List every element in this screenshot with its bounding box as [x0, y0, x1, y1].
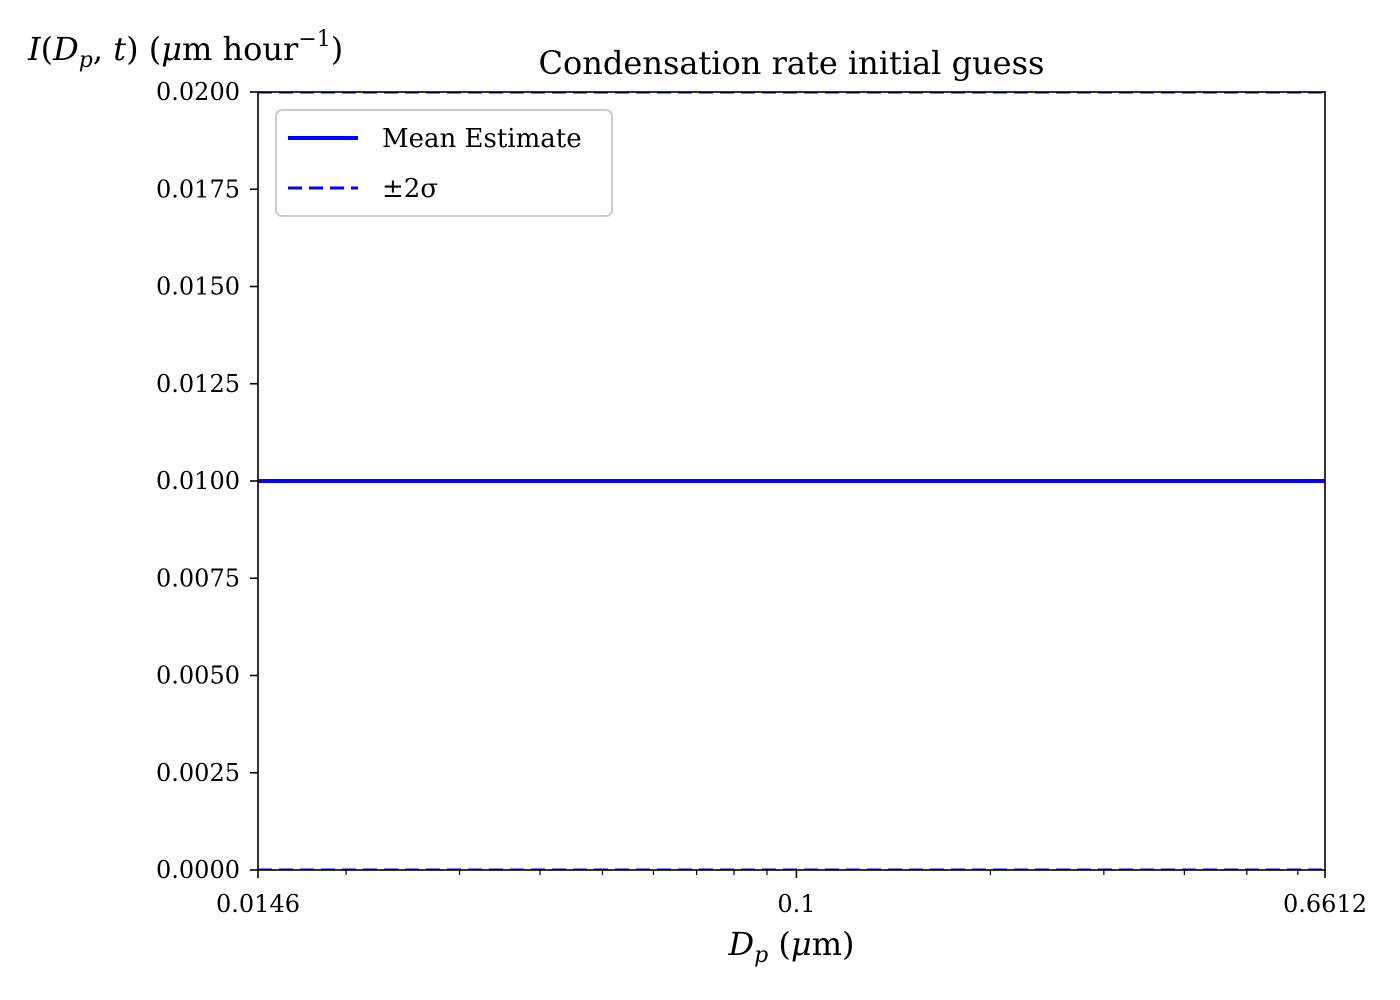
- y-tick-label: 0.0175: [156, 175, 240, 203]
- y-tick-label: 0.0000: [156, 856, 240, 884]
- x-tick-label: 0.1: [777, 890, 815, 918]
- x-tick-label: 0.0146: [216, 890, 300, 918]
- series-group: [258, 92, 1325, 870]
- y-tick-label: 0.0200: [156, 78, 240, 106]
- y-tick-label: 0.0025: [156, 759, 240, 787]
- axes: [250, 91, 1326, 878]
- x-axis-label: Dp (μm): [727, 925, 854, 968]
- y-tick-label: 0.0075: [156, 564, 240, 592]
- legend: Mean Estimate ±2σ: [275, 109, 613, 217]
- y-axis-label: I(Dp, t) (μm hour−1): [27, 27, 343, 73]
- legend-box: [275, 109, 613, 217]
- y-tick-label: 0.0050: [156, 662, 240, 690]
- y-tick-label: 0.0125: [156, 370, 240, 398]
- y-tick-label: 0.0150: [156, 273, 240, 301]
- chart-title: Condensation rate initial guess: [539, 44, 1045, 82]
- plot-area: [258, 92, 1325, 870]
- chart-text: 0.0000 0.0025 0.0050 0.0075 0.0100 0.0125 0.01…: [27, 27, 1367, 968]
- y-tick-label: 0.0100: [156, 467, 240, 495]
- legend-two-sigma-label: ±2σ: [382, 174, 438, 204]
- x-tick-label: 0.6612: [1283, 890, 1367, 918]
- legend-mean-estimate-label: Mean Estimate: [382, 124, 582, 154]
